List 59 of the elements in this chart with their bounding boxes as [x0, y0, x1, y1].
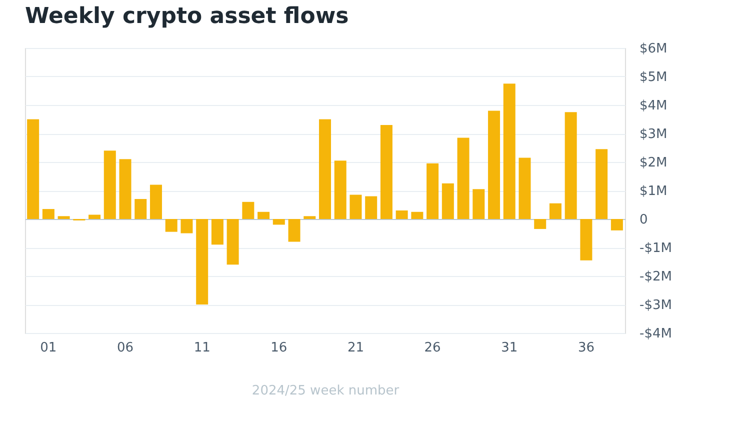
y-tick-label: -$2M: [640, 270, 672, 284]
bar: [104, 150, 116, 219]
bar: [258, 212, 270, 219]
bar: [549, 203, 562, 219]
y-tick-label: $3M: [640, 127, 668, 142]
bar: [288, 219, 300, 242]
bar: [396, 210, 408, 219]
y-tick-label: $2M: [640, 156, 668, 170]
bar: [180, 219, 193, 234]
y-tick-label: -$4M: [640, 326, 672, 342]
bar: [580, 219, 592, 260]
x-tick-label: 26: [424, 340, 441, 356]
bar: [534, 219, 546, 229]
bar: [426, 163, 439, 219]
bar: [88, 214, 101, 219]
bar: [226, 219, 239, 265]
bar: [334, 160, 346, 219]
x-tick-label: 36: [578, 340, 594, 356]
bar: [365, 196, 378, 219]
bar: [27, 119, 40, 219]
y-tick-label: $4M: [640, 98, 668, 114]
bar: [380, 124, 392, 219]
x-tick-label: 06: [116, 340, 134, 356]
bar: [610, 219, 623, 230]
x-tick-label: 21: [347, 340, 364, 356]
bar: [272, 219, 285, 225]
bar: [134, 199, 147, 219]
bar: [488, 110, 500, 219]
bar: [304, 216, 316, 219]
bar: [319, 119, 331, 219]
y-tick-label: $1M: [640, 184, 668, 199]
bar: [242, 202, 254, 219]
bar: [165, 219, 178, 232]
bar: [564, 112, 577, 219]
y-tick-label: -$3M: [640, 298, 672, 313]
chart-title: Weekly crypto asset flows: [25, 4, 349, 29]
bar: [42, 209, 54, 219]
y-tick-label: $6M: [640, 42, 668, 56]
x-axis-title: 2024/25 week number: [252, 384, 400, 398]
bar: [211, 219, 224, 245]
bar: [58, 216, 70, 219]
bar: [350, 194, 362, 219]
x-tick-label: 16: [270, 340, 288, 356]
bar: [472, 189, 485, 219]
y-tick-label: $5M: [640, 70, 668, 85]
bar: [196, 219, 208, 304]
bar: [518, 158, 531, 219]
bar: [442, 183, 454, 219]
bar: [596, 149, 608, 219]
x-tick-label: 11: [194, 340, 210, 356]
bar: [503, 84, 516, 219]
y-tick-label: -$1M: [640, 241, 672, 256]
bar: [119, 159, 132, 219]
x-tick-label: 31: [501, 340, 518, 356]
y-tick-label: 0: [640, 212, 648, 228]
x-tick-label: 01: [40, 340, 57, 356]
bar: [457, 138, 470, 219]
bar: [150, 184, 162, 219]
bar: [411, 212, 424, 219]
